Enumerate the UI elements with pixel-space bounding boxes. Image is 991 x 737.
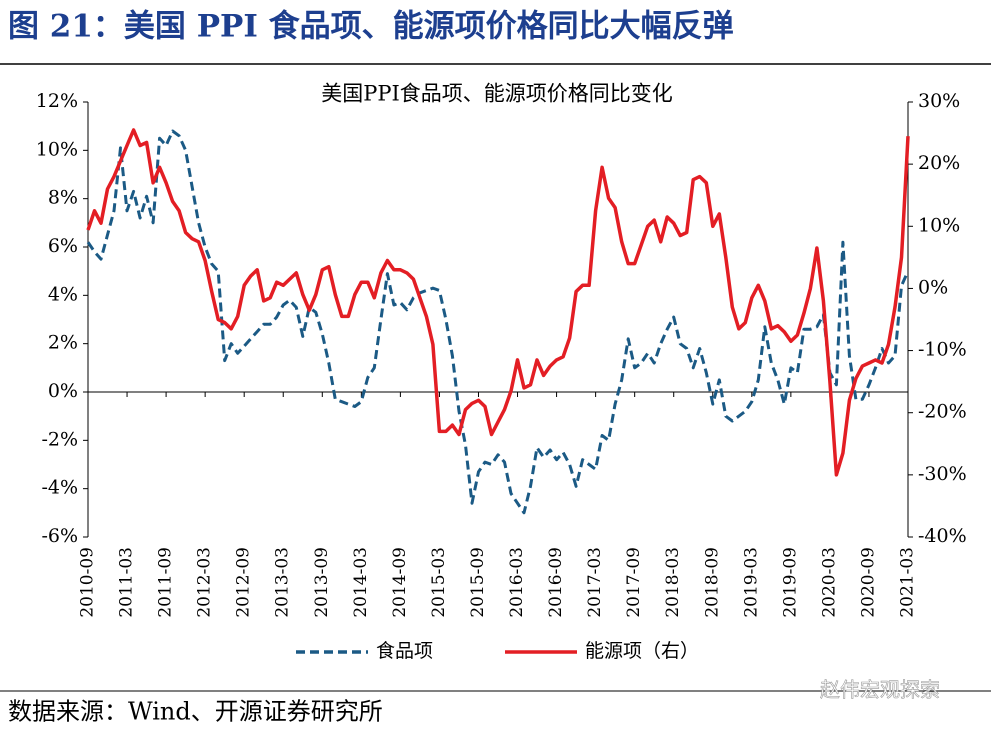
y2-tick-label: 10% — [918, 214, 960, 236]
x-tick-label: 2019-03 — [741, 547, 761, 618]
y-tick-label: -2% — [41, 428, 78, 450]
x-tick-label: 2012-09 — [234, 547, 254, 618]
y2-tick-label: 20% — [918, 152, 960, 174]
x-tick-label: 2011-09 — [156, 547, 176, 618]
y-tick-label: 6% — [48, 235, 78, 257]
y2-tick-label: 30% — [918, 90, 960, 112]
x-tick-label: 2012-03 — [195, 547, 215, 618]
y2-tick-label: 0% — [918, 276, 948, 298]
y-tick-label: -4% — [41, 477, 78, 499]
x-tick-label: 2020-03 — [819, 547, 839, 618]
y2-tick-label: -40% — [918, 525, 967, 547]
watermark: 赵伟宏观探索 — [820, 678, 940, 702]
y2-tick-label: -30% — [918, 463, 967, 485]
x-tick-label: 2019-09 — [780, 547, 800, 618]
source: 数据来源：Wind、开源证券研究所 — [8, 698, 383, 726]
x-tick-label: 2013-09 — [312, 547, 332, 618]
y2-tick-label: -10% — [918, 339, 967, 361]
y-tick-label: 8% — [48, 187, 78, 209]
x-tick-label: 2018-03 — [663, 547, 683, 618]
x-tick-label: 2017-03 — [585, 547, 605, 618]
x-tick-label: 2010-09 — [78, 547, 98, 618]
y-tick-label: 2% — [48, 332, 78, 354]
legend-label: 能源项（右） — [585, 640, 699, 662]
y2-tick-label: -20% — [918, 401, 967, 423]
legend-label: 食品项 — [376, 640, 433, 662]
page-title: 图 21：美国 PPI 食品项、能源项价格同比大幅反弹 — [8, 9, 734, 45]
x-tick-label: 2014-09 — [390, 547, 410, 618]
x-tick-label: 2013-03 — [273, 547, 293, 618]
y-tick-label: 4% — [48, 283, 78, 305]
x-tick-label: 2017-09 — [624, 547, 644, 618]
x-tick-label: 2018-09 — [702, 547, 722, 618]
x-tick-label: 2016-09 — [546, 547, 566, 618]
series-line — [86, 128, 910, 477]
y-tick-label: 12% — [36, 90, 78, 112]
y-tick-label: 10% — [36, 138, 78, 160]
series-line — [86, 129, 910, 515]
x-tick-label: 2021-03 — [898, 547, 918, 618]
x-tick-label: 2015-03 — [429, 547, 449, 618]
y-tick-label: 0% — [48, 380, 78, 402]
x-tick-label: 2016-03 — [507, 547, 527, 618]
x-tick-label: 2020-09 — [858, 547, 878, 618]
y-tick-label: -6% — [41, 525, 78, 547]
x-tick-label: 2014-03 — [351, 547, 371, 618]
chart-title: 美国PPI食品项、能源项价格同比变化 — [321, 82, 673, 106]
x-tick-label: 2011-03 — [117, 547, 137, 618]
x-tick-label: 2015-09 — [468, 547, 488, 618]
